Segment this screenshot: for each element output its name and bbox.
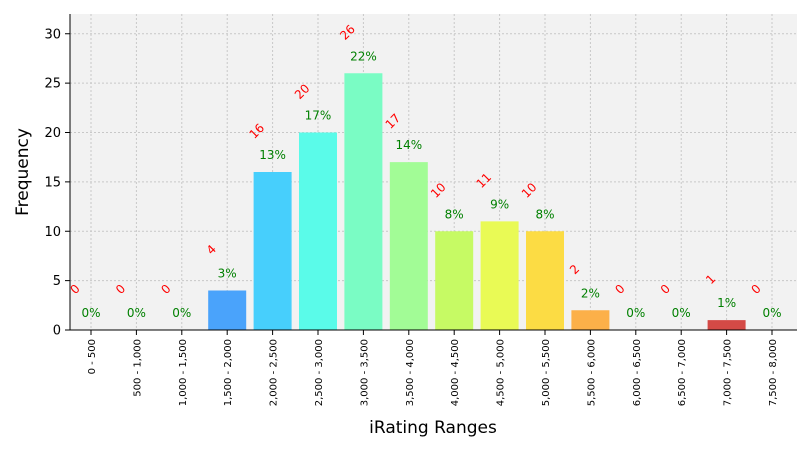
percent-label: 2% [581, 286, 600, 300]
x-tick-label: 6,000 - 6,500 [632, 339, 643, 406]
x-tick-label: 1,500 - 2,000 [223, 339, 234, 406]
y-tick-label: 0 [53, 324, 61, 339]
percent-label: 3% [218, 267, 237, 281]
x-tick-label: 4,500 - 5,000 [496, 339, 507, 406]
y-tick-label: 5 [53, 274, 61, 289]
percent-label: 13% [259, 148, 286, 162]
x-tick-label: 2,000 - 2,500 [269, 339, 280, 406]
x-tick-label: 1,000 - 1,500 [178, 339, 189, 406]
x-tick-label: 3,500 - 4,000 [405, 339, 416, 406]
bar [253, 172, 292, 330]
percent-label: 0% [672, 306, 691, 320]
y-tick-label: 25 [44, 77, 61, 92]
percent-label: 1% [717, 296, 736, 310]
x-tick-label: 0 - 500 [87, 339, 98, 374]
y-tick-label: 15 [44, 175, 61, 190]
bar [389, 162, 428, 330]
y-ticks: 0 5 10 15 20 25 30 [44, 27, 70, 339]
y-tick-label: 10 [44, 225, 61, 240]
x-tick-label: 5,000 - 5,500 [541, 339, 552, 406]
percent-label: 0% [127, 306, 146, 320]
percent-label: 0% [762, 306, 781, 320]
percent-label: 8% [535, 207, 554, 221]
bar [571, 310, 610, 330]
bar [435, 231, 474, 330]
percent-label: 14% [395, 138, 422, 152]
percent-label: 8% [445, 207, 464, 221]
bar [208, 290, 247, 330]
bars [208, 73, 746, 330]
x-tick-label: 3,000 - 3,500 [359, 339, 370, 406]
y-tick-label: 30 [44, 27, 61, 42]
axes [69, 14, 797, 331]
bar [526, 231, 564, 330]
x-tick-label: 5,500 - 6,000 [586, 339, 597, 406]
bar [344, 73, 383, 330]
plot-background [70, 14, 797, 330]
percent-label: 17% [305, 109, 332, 123]
y-axis-title: Frequency [13, 128, 33, 216]
percent-label: 0% [81, 306, 100, 320]
x-tick-label: 2,500 - 3,000 [314, 339, 325, 406]
bar [480, 221, 519, 330]
percent-label: 22% [350, 49, 377, 63]
x-tick-label: 500 - 1,000 [132, 339, 143, 397]
bar [707, 320, 746, 330]
bar [299, 132, 337, 330]
percent-label: 0% [626, 306, 645, 320]
x-tick-label: 6,500 - 7,000 [677, 339, 688, 406]
x-axis-title: iRating Ranges [369, 418, 497, 438]
y-tick-label: 20 [44, 126, 61, 141]
x-tick-label: 7,500 - 8,000 [768, 339, 779, 406]
grid-lines [70, 14, 797, 330]
x-tick-label: 7,000 - 7,500 [723, 339, 734, 406]
x-tick-label: 4,000 - 4,500 [450, 339, 461, 406]
percent-label: 0% [172, 306, 191, 320]
percent-label: 9% [490, 197, 509, 211]
x-ticks: 0 - 500 500 - 1,000 1,000 - 1,500 1,500 - 2… [87, 330, 779, 406]
